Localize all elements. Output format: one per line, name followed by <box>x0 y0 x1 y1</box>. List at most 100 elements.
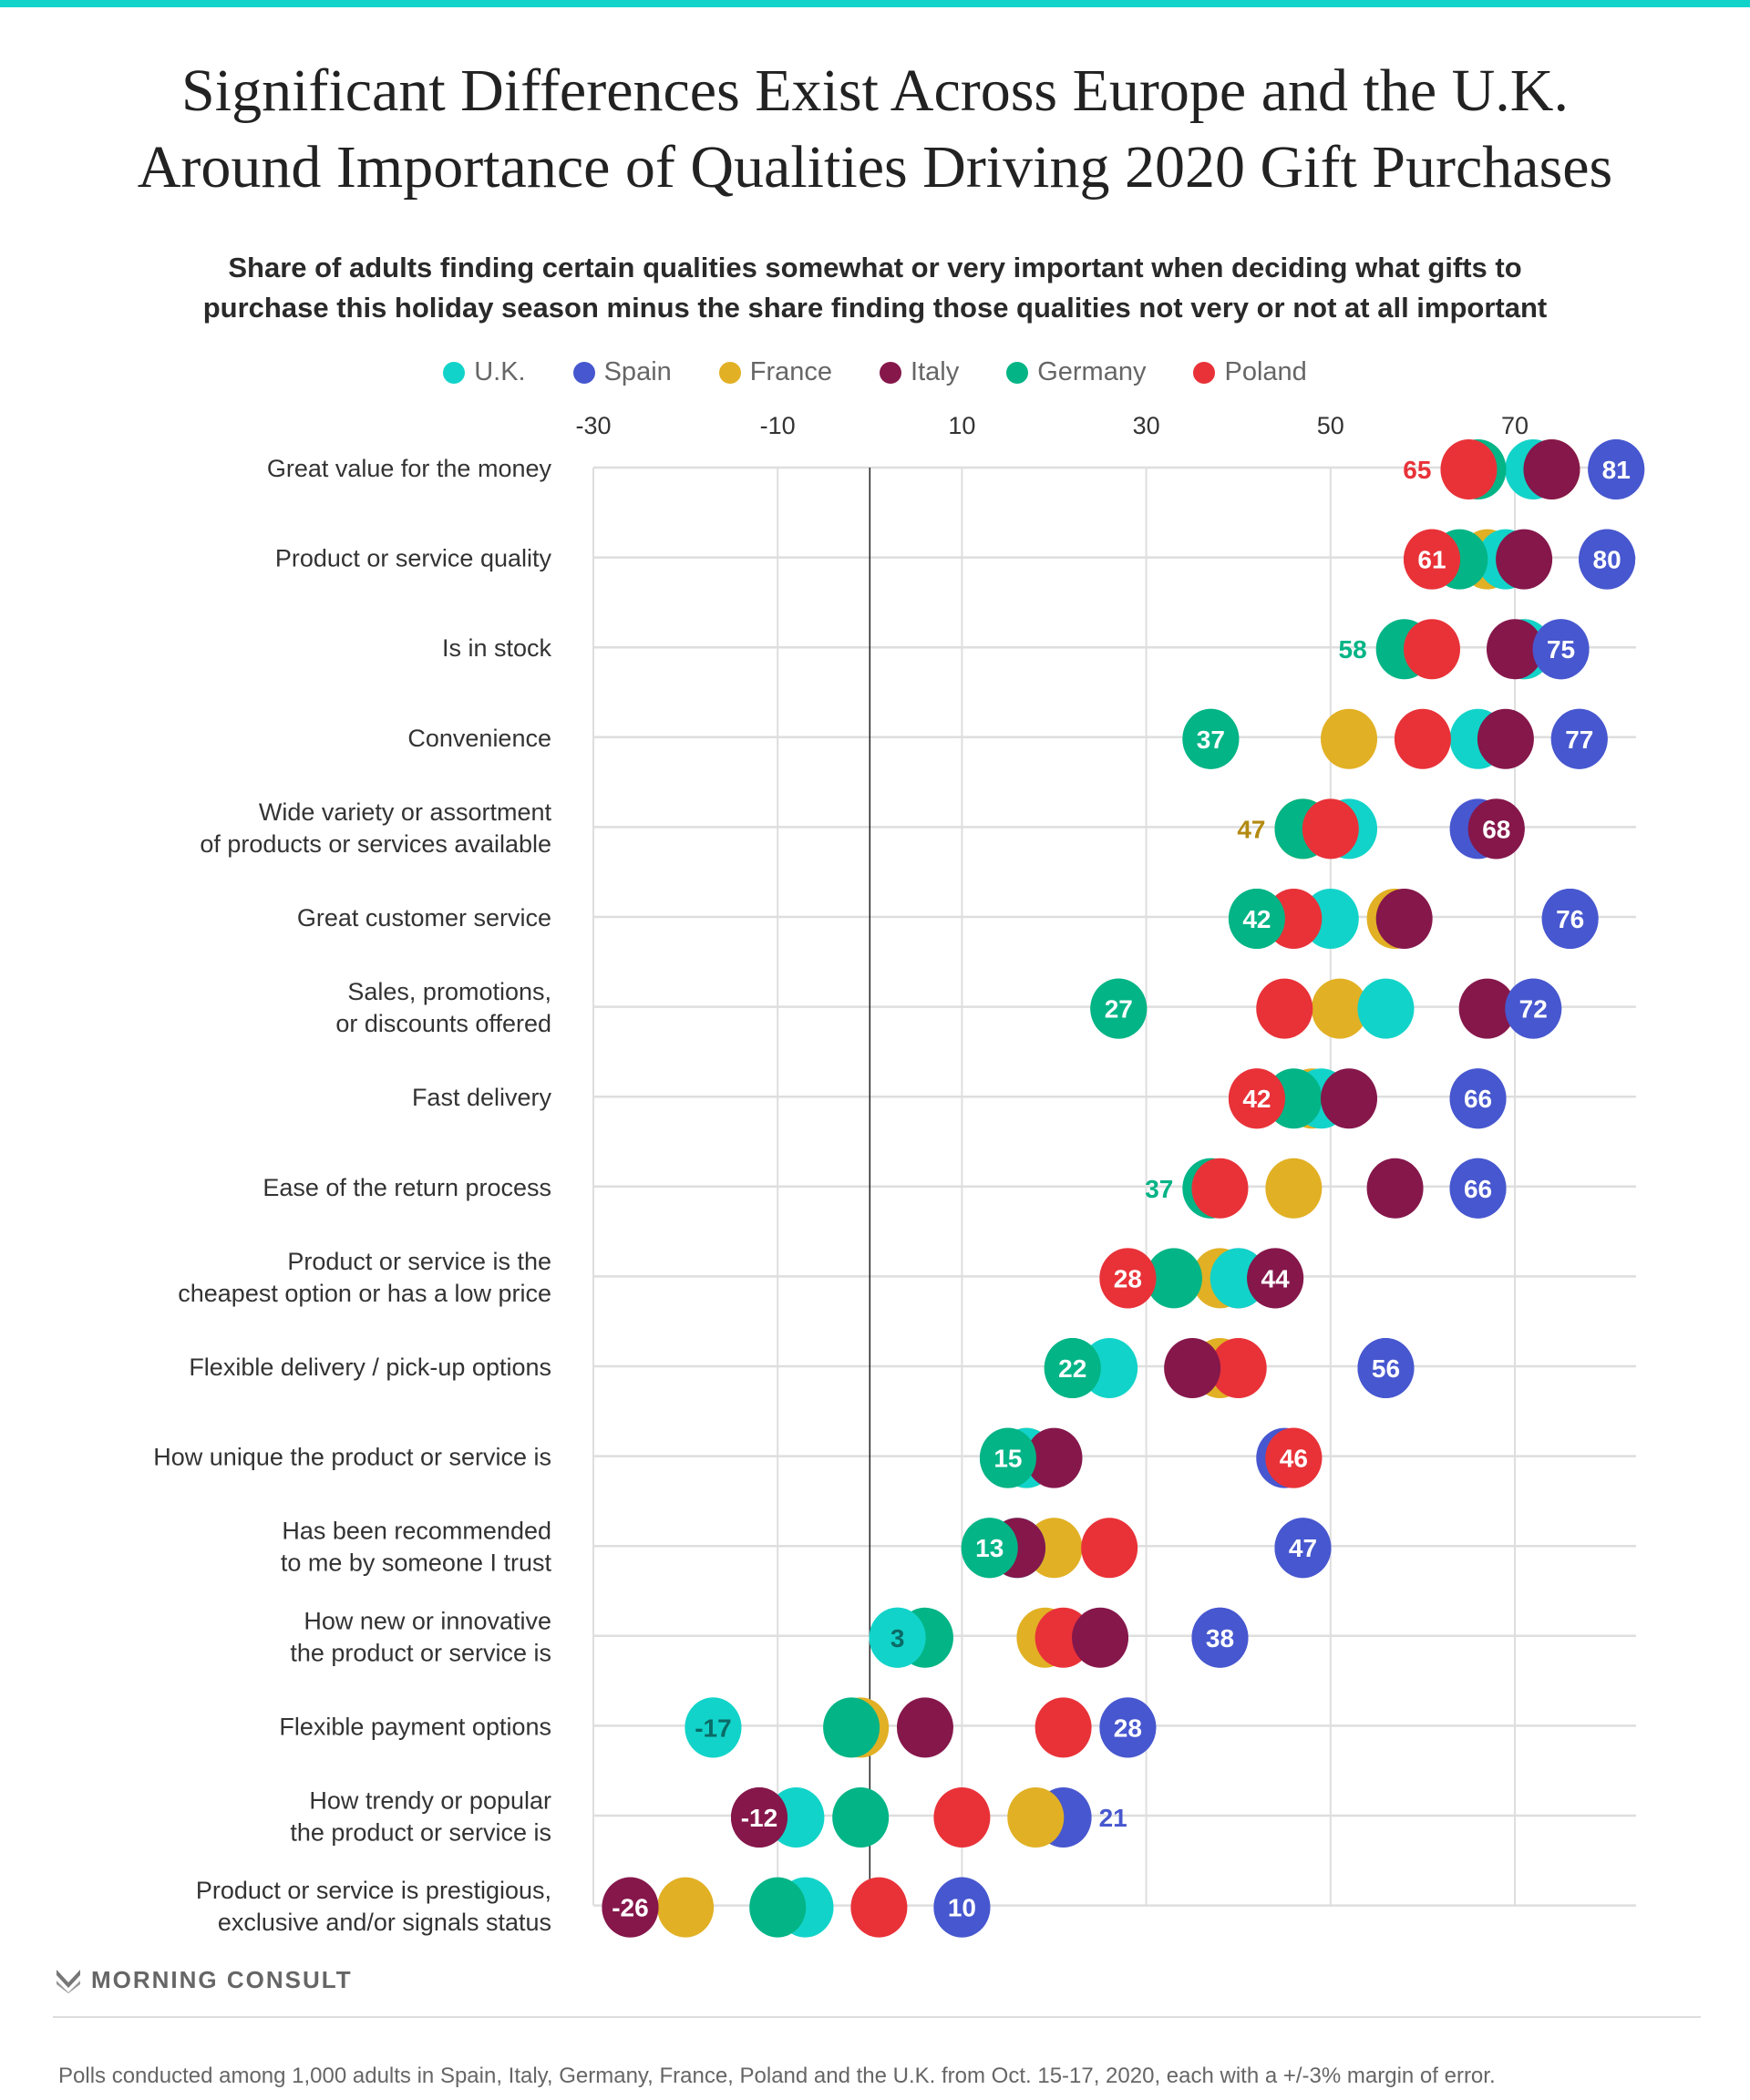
dot-germany-labeled <box>979 1427 1036 1488</box>
dot-spain-labeled <box>1274 1518 1332 1579</box>
dot-italy <box>1458 978 1516 1039</box>
data-label: 47 <box>1289 1534 1317 1562</box>
x-tick-label: 70 <box>1501 412 1529 439</box>
legend-swatch <box>880 361 902 384</box>
category-label: of products or services available <box>200 830 551 858</box>
data-label: 42 <box>1242 1085 1271 1113</box>
x-tick-label: 10 <box>948 412 975 439</box>
footnote: Polls conducted among 1,000 adults in Sp… <box>58 2064 1496 2088</box>
dot-italy-labeled <box>1247 1248 1304 1309</box>
dot-poland <box>1302 798 1359 860</box>
dot-spain-labeled <box>1550 708 1608 769</box>
category-label: How trendy or popular <box>309 1787 551 1815</box>
category-label: Ease of the return process <box>262 1174 551 1201</box>
dot-france <box>1265 1158 1323 1219</box>
dot-poland <box>1394 708 1451 769</box>
x-tick-label: -30 <box>575 412 611 439</box>
data-label: 68 <box>1482 815 1510 843</box>
dot-italy <box>1477 708 1534 769</box>
category-label: cheapest option or has a low price <box>178 1280 551 1307</box>
category-label: Great customer service <box>297 904 551 932</box>
data-label: 76 <box>1556 905 1584 933</box>
legend-swatch <box>572 361 595 384</box>
data-label: 65 <box>1403 456 1431 484</box>
dot-spain-labeled <box>1505 978 1562 1039</box>
dot-spain-labeled <box>1532 619 1590 680</box>
dot-poland-labeled <box>1228 1068 1285 1129</box>
dot-spain-labeled <box>1449 1068 1507 1129</box>
morning-consult-logo-icon <box>57 1969 80 1993</box>
legend-item-germany: Germany <box>1006 357 1146 387</box>
subtitle-line-2: purchase this holiday season minus the s… <box>202 292 1548 324</box>
dot-germany-labeled <box>961 1518 1018 1579</box>
category-label: Fast delivery <box>412 1084 552 1111</box>
data-label: 21 <box>1099 1804 1127 1832</box>
x-tick-label: 50 <box>1317 412 1344 439</box>
category-label: Sales, promotions, <box>347 978 551 1005</box>
category-label: the product or service is <box>290 1639 551 1666</box>
data-label: 58 <box>1339 635 1367 664</box>
dot-poland <box>1404 619 1461 680</box>
data-label: -17 <box>695 1714 731 1742</box>
category-label: or discounts offered <box>335 1010 551 1037</box>
data-label: 46 <box>1280 1445 1308 1473</box>
data-label: 80 <box>1593 546 1621 574</box>
legend-swatch <box>443 361 466 384</box>
data-label: 81 <box>1602 456 1631 484</box>
category-label: Convenience <box>407 725 551 752</box>
dot-germany-labeled <box>1044 1338 1101 1398</box>
dot-france <box>657 1877 715 1938</box>
data-label: 13 <box>975 1534 1004 1562</box>
dot-germany <box>832 1787 890 1848</box>
dot-italy <box>1375 889 1433 949</box>
legend-item-france: France <box>718 357 832 387</box>
legend-swatch <box>1006 361 1029 384</box>
dot-germany <box>1145 1248 1202 1309</box>
dot-spain-labeled <box>1541 889 1599 949</box>
dot-poland <box>1035 1697 1092 1758</box>
data-label: 38 <box>1206 1624 1234 1652</box>
chart-subtitle: Share of adults finding certain qualitie… <box>0 248 1750 328</box>
dot-poland <box>1191 1158 1249 1219</box>
category-label: Flexible delivery / pick-up options <box>189 1354 551 1381</box>
dot-spain-labeled <box>1579 529 1636 590</box>
data-label: 28 <box>1114 1714 1142 1742</box>
legend-swatch <box>718 361 741 384</box>
dot-france <box>1311 978 1368 1039</box>
data-label: 47 <box>1237 815 1265 843</box>
dot-spain-labeled <box>1449 1158 1507 1219</box>
category-label: Great value for the money <box>267 455 552 482</box>
data-label: -26 <box>612 1894 648 1922</box>
title-line-2: Around Importance of Qualities Driving 2… <box>137 134 1613 201</box>
dot-poland <box>1440 439 1498 499</box>
dot-spain-labeled <box>933 1877 991 1938</box>
dot-poland <box>1256 978 1313 1039</box>
dot-germany-labeled <box>1228 889 1285 949</box>
x-tick-label: -10 <box>760 412 796 439</box>
dot-germany <box>823 1697 880 1758</box>
legend-item-spain: Spain <box>572 357 672 387</box>
data-label: 37 <box>1145 1175 1173 1203</box>
dot-italy <box>1164 1338 1221 1398</box>
category-label: to me by someone I trust <box>281 1549 552 1577</box>
dot-spain-labeled <box>1357 1338 1415 1398</box>
data-label: 10 <box>948 1894 976 1922</box>
dot-germany-labeled <box>1090 978 1148 1039</box>
category-label: Is in stock <box>442 634 552 662</box>
dot-italy <box>1487 619 1543 680</box>
footer-divider <box>53 2016 1701 2018</box>
dot-poland <box>933 1787 991 1848</box>
dot-germany-labeled <box>1182 708 1240 769</box>
dot-poland-labeled <box>1265 1427 1323 1488</box>
dot-poland <box>1081 1518 1138 1579</box>
category-label: Wide variety or assortment <box>259 798 552 826</box>
legend-label: U.K. <box>474 357 526 386</box>
category-label: Product or service is the <box>287 1248 551 1275</box>
data-label: 15 <box>993 1445 1022 1473</box>
legend-label: Poland <box>1224 357 1307 386</box>
legend-swatch <box>1193 361 1216 384</box>
category-label: Product or service is prestigious, <box>196 1877 551 1904</box>
data-label: 3 <box>890 1624 905 1652</box>
dot-france <box>1321 708 1378 769</box>
chart-title: Significant Differences Exist Across Eur… <box>0 53 1750 206</box>
